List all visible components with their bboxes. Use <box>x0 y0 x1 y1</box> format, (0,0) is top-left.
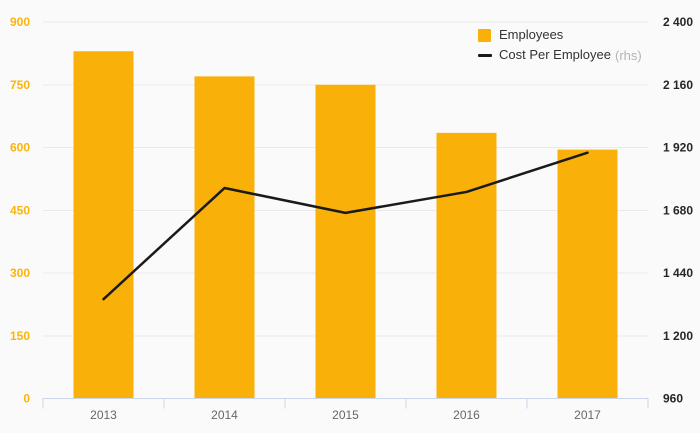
right-axis-tick-label: 960 <box>663 392 683 406</box>
legend-item-employees[interactable]: Employees <box>478 27 642 43</box>
bar-2017[interactable] <box>557 149 618 399</box>
bar-2016[interactable] <box>436 132 497 399</box>
legend: Employees Cost Per Employee (rhs) <box>478 27 642 67</box>
legend-label-employees: Employees <box>499 27 564 42</box>
cost-per-employee-line[interactable] <box>102 151 589 301</box>
x-axis-label-2015: 2015 <box>332 408 359 422</box>
left-axis-tick-label: 0 <box>23 392 30 406</box>
left-axis-tick-label: 750 <box>10 78 30 92</box>
legend-label-cost-per-employee: Cost Per Employee <box>499 47 611 62</box>
bar-2014[interactable] <box>194 76 255 399</box>
x-axis-label-2016: 2016 <box>453 408 480 422</box>
right-axis-tick-label: 1 440 <box>663 266 693 280</box>
bar-2015[interactable] <box>315 84 376 399</box>
left-axis-tick-label: 600 <box>10 141 30 155</box>
right-axis-tick-label: 2 160 <box>663 78 693 92</box>
right-axis-tick-label: 2 400 <box>663 15 693 29</box>
x-axis-label-2013: 2013 <box>90 408 117 422</box>
left-axis-tick-label: 900 <box>10 15 30 29</box>
left-axis-tick-label: 450 <box>10 203 30 217</box>
left-axis-tick-label: 300 <box>10 266 30 280</box>
bar-series-swatch-icon <box>478 28 491 42</box>
x-axis-label-2014: 2014 <box>211 408 238 422</box>
right-axis-tick-label: 1 920 <box>663 141 693 155</box>
line-series-swatch-icon <box>478 53 492 57</box>
left-axis-tick-label: 150 <box>10 329 30 343</box>
legend-rhs-note: (rhs) <box>615 47 642 63</box>
bar-2013[interactable] <box>73 51 134 399</box>
right-axis-tick-label: 1 680 <box>663 203 693 217</box>
right-axis-tick-label: 1 200 <box>663 329 693 343</box>
x-axis-label-2017: 2017 <box>574 408 601 422</box>
legend-item-cost-per-employee[interactable]: Cost Per Employee (rhs) <box>478 47 642 63</box>
